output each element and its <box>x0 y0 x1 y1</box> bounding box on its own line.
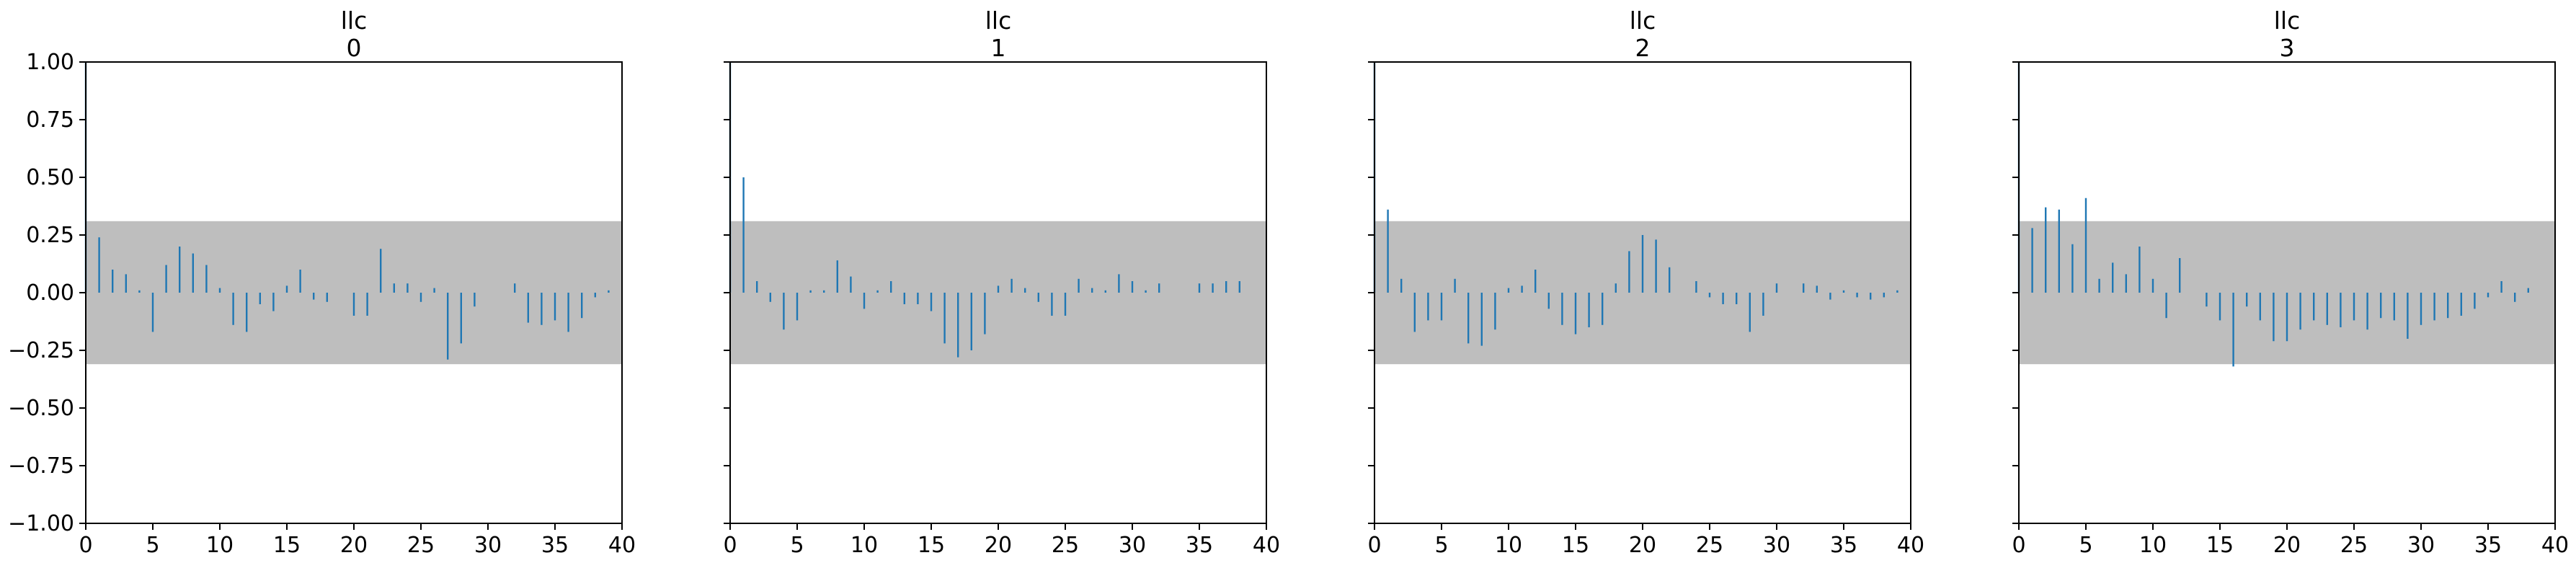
panel-title-chain: 3 <box>2280 34 2295 62</box>
x-tick-label: 20 <box>985 533 1012 558</box>
acf-panel-0: 0 5 10 15 20 25 30 35 40 1.00 0.75 0.50 0.25 0.00 −0.2… <box>8 6 636 558</box>
y-tick-label: 0.50 <box>26 165 74 190</box>
x-tick-label: 10 <box>1495 533 1522 558</box>
y-tick-label: 0.00 <box>26 280 74 306</box>
x-tick-label: 0 <box>79 533 92 558</box>
x-tick-label: 40 <box>1897 533 1924 558</box>
x-tick-label: 25 <box>2340 533 2368 558</box>
x-tick-label: 5 <box>1434 533 1448 558</box>
x-tick-label: 15 <box>2206 533 2234 558</box>
panel-title-chain: 0 <box>347 34 362 62</box>
panel-title-variable: llc <box>1630 6 1656 35</box>
x-tick-label: 35 <box>2474 533 2502 558</box>
x-tick-label: 0 <box>1367 533 1381 558</box>
x-tick-label: 15 <box>1562 533 1589 558</box>
x-tick-label: 10 <box>206 533 234 558</box>
x-tick-label: 15 <box>918 533 945 558</box>
x-tick-label: 0 <box>2012 533 2025 558</box>
x-tick-label: 5 <box>790 533 804 558</box>
panel-title-variable: llc <box>341 6 367 35</box>
x-tick-label: 25 <box>407 533 435 558</box>
x-tick-label: 25 <box>1052 533 1079 558</box>
y-tick-label: 0.75 <box>26 107 74 133</box>
x-tick-label: 30 <box>2407 533 2435 558</box>
y-tick-label: −0.25 <box>8 338 74 363</box>
x-tick-label: 30 <box>1119 533 1146 558</box>
x-tick-label: 30 <box>1763 533 1790 558</box>
x-tick-label: 10 <box>850 533 878 558</box>
panel-title-variable: llc <box>985 6 1011 35</box>
x-tick-label: 5 <box>146 533 159 558</box>
x-tick-label: 40 <box>1253 533 1280 558</box>
x-tick-label: 35 <box>541 533 569 558</box>
panel-title-chain: 2 <box>1635 34 1651 62</box>
x-tick-label: 40 <box>608 533 636 558</box>
x-tick-label: 15 <box>273 533 301 558</box>
y-tick-label: 0.25 <box>26 223 74 248</box>
y-tick-label: −1.00 <box>8 511 74 536</box>
y-tick-label: 1.00 <box>26 50 74 75</box>
x-tick-label: 35 <box>1830 533 1857 558</box>
x-tick-label: 5 <box>2079 533 2092 558</box>
x-tick-label: 20 <box>340 533 368 558</box>
x-tick-label: 35 <box>1186 533 1213 558</box>
x-tick-label: 0 <box>723 533 737 558</box>
y-tick-label: −0.50 <box>8 396 74 421</box>
x-tick-label: 10 <box>2139 533 2167 558</box>
y-tick-label: −0.75 <box>8 453 74 479</box>
x-tick-label: 20 <box>1629 533 1656 558</box>
panel-title-chain: 1 <box>991 34 1006 62</box>
x-tick-label: 40 <box>2541 533 2569 558</box>
x-tick-label: 25 <box>1696 533 1723 558</box>
panel-title-variable: llc <box>2274 6 2300 35</box>
x-tick-label: 20 <box>2273 533 2301 558</box>
x-tick-label: 30 <box>474 533 502 558</box>
